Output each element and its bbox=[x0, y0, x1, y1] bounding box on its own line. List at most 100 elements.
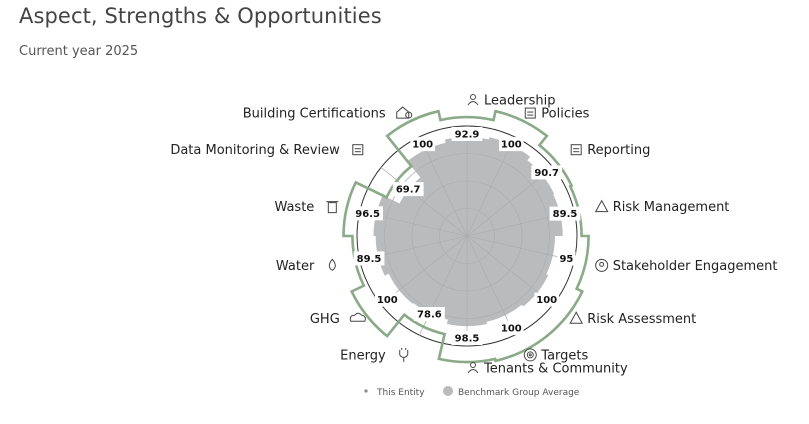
value-label: 78.6 bbox=[414, 307, 445, 321]
category-stakeholder-engagement: Stakeholder Engagement bbox=[595, 258, 778, 274]
value-label: 98.5 bbox=[451, 331, 483, 345]
category-policies: Policies bbox=[524, 107, 590, 122]
benchmark-area bbox=[373, 137, 563, 327]
category-label: Leadership bbox=[484, 94, 555, 109]
icon-house bbox=[396, 106, 410, 119]
energy-plug-icon bbox=[399, 347, 409, 362]
value-label: 95 bbox=[557, 251, 576, 266]
value-label-bg bbox=[410, 137, 435, 152]
icon-doc bbox=[524, 107, 536, 119]
water-drop-icon bbox=[328, 258, 336, 271]
value-label-bg bbox=[451, 331, 483, 345]
category-label: Targets bbox=[540, 348, 588, 363]
policies-icon bbox=[524, 107, 536, 119]
waste-bin-icon bbox=[326, 201, 339, 214]
legend: This Entity Benchmark Group Average bbox=[364, 386, 580, 398]
icon-doc bbox=[570, 144, 582, 156]
value-label-text: 95 bbox=[559, 254, 573, 265]
value-label: 92.9 bbox=[451, 127, 483, 141]
value-label-bg bbox=[392, 182, 424, 197]
category-label: Policies bbox=[541, 107, 589, 122]
icon-cloud bbox=[349, 312, 366, 322]
value-label-bg bbox=[352, 206, 383, 221]
value-label: 89.5 bbox=[549, 206, 581, 221]
value-label: 100 bbox=[410, 137, 435, 152]
leadership-icon bbox=[467, 94, 479, 106]
risk-management-icon bbox=[594, 199, 609, 213]
icon-dot bbox=[528, 353, 532, 357]
building-cert-icon bbox=[396, 106, 413, 119]
category-label: Risk Assessment bbox=[587, 312, 696, 327]
category-label: Risk Management bbox=[613, 200, 730, 215]
category-water: Water bbox=[276, 258, 336, 274]
value-label-bg bbox=[353, 251, 385, 266]
icon-head bbox=[470, 94, 476, 100]
value-label: 100 bbox=[499, 320, 524, 335]
category-label: Waste bbox=[274, 200, 314, 215]
value-label-text: 100 bbox=[377, 295, 398, 306]
benchmark-ring bbox=[439, 208, 495, 264]
value-label-text: 100 bbox=[501, 323, 522, 334]
category-leadership: Leadership bbox=[467, 94, 555, 109]
icon-triangle bbox=[569, 311, 584, 324]
value-label-bg bbox=[549, 206, 581, 221]
value-label-bg bbox=[414, 307, 445, 321]
category-data-monitoring-review: Data Monitoring & Review bbox=[170, 143, 364, 158]
data-monitor-icon bbox=[352, 144, 364, 156]
icon-ring bbox=[523, 348, 537, 362]
value-label-text: 100 bbox=[536, 295, 557, 306]
value-label-layer: 92.9 100 90.7 89.5 95 100 100 98.5 78.6 100 89.5 96… bbox=[352, 127, 581, 345]
value-label-text: 90.7 bbox=[534, 168, 559, 179]
page-subtitle: Current year 2025 bbox=[19, 44, 139, 59]
legend-entity-label: This Entity bbox=[376, 388, 425, 398]
category-label: Stakeholder Engagement bbox=[613, 259, 778, 274]
category-label: Reporting bbox=[587, 143, 650, 158]
value-label: 100 bbox=[534, 292, 559, 307]
icon-body bbox=[467, 101, 479, 106]
icon-triangle bbox=[594, 199, 609, 213]
category-targets: Targets bbox=[523, 348, 589, 363]
category-label: Building Certifications bbox=[243, 107, 386, 122]
icon-drop bbox=[328, 258, 336, 271]
value-label-bg bbox=[534, 292, 559, 307]
tenants-community-icon bbox=[467, 362, 479, 374]
benchmark-ring bbox=[384, 153, 550, 319]
category-reporting: Reporting bbox=[570, 143, 650, 158]
stakeholder-icon bbox=[595, 258, 609, 272]
benchmark-ring bbox=[411, 180, 523, 292]
category-label: Tenants & Community bbox=[483, 362, 628, 377]
category-building-certifications: Building Certifications bbox=[243, 106, 413, 122]
targets-icon bbox=[523, 348, 537, 362]
value-label-text: 100 bbox=[412, 140, 433, 151]
value-label-text: 69.7 bbox=[396, 185, 421, 196]
category-risk-management: Risk Management bbox=[594, 199, 730, 215]
value-label-text: 100 bbox=[501, 140, 522, 151]
category-label: Data Monitoring & Review bbox=[170, 143, 340, 158]
category-energy: Energy bbox=[340, 347, 409, 363]
value-label-text: 92.9 bbox=[455, 130, 480, 141]
category-label: Water bbox=[276, 259, 315, 274]
icon-head bbox=[599, 261, 605, 267]
category-waste: Waste bbox=[274, 200, 339, 215]
value-label-bg bbox=[531, 165, 563, 180]
value-label: 90.7 bbox=[531, 165, 563, 180]
value-label-text: 98.5 bbox=[455, 334, 480, 345]
category-label: Energy bbox=[340, 348, 386, 363]
value-label-bg bbox=[451, 127, 483, 141]
value-label: 69.7 bbox=[392, 182, 424, 197]
icon-bin bbox=[327, 202, 337, 214]
icon-body bbox=[467, 369, 479, 374]
entity-outline-layer bbox=[342, 109, 590, 364]
category-tenants-community: Tenants & Community bbox=[467, 362, 628, 377]
icon-head bbox=[470, 362, 476, 368]
icon-ring bbox=[526, 351, 534, 359]
benchmark-area-layer bbox=[359, 126, 575, 346]
value-label-bg bbox=[499, 320, 524, 335]
entity-outline bbox=[342, 109, 590, 364]
value-label-text: 89.5 bbox=[553, 209, 578, 220]
value-label-bg bbox=[557, 251, 576, 266]
icon-seal bbox=[405, 111, 413, 119]
ghg-cloud-icon bbox=[349, 312, 366, 322]
